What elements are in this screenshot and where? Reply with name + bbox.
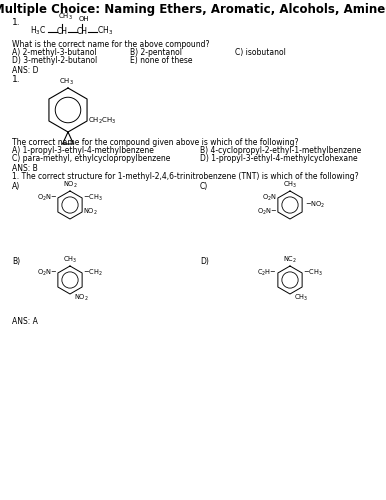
Text: CH: CH <box>57 26 68 36</box>
Text: B) 2-pentanol: B) 2-pentanol <box>130 48 182 57</box>
Text: C): C) <box>200 182 208 191</box>
Text: E) none of these: E) none of these <box>130 56 193 65</box>
Text: D) 3-methyl-2-butanol: D) 3-methyl-2-butanol <box>12 56 97 65</box>
Text: NC$_2$: NC$_2$ <box>283 255 297 265</box>
Text: D): D) <box>200 257 209 266</box>
Text: C) isobutanol: C) isobutanol <box>235 48 286 57</box>
Text: NO$_2$: NO$_2$ <box>74 293 88 303</box>
Text: 1.: 1. <box>12 18 20 27</box>
Text: CH: CH <box>77 26 88 36</box>
Text: 1.: 1. <box>12 75 20 84</box>
Text: O$_2$N$-$: O$_2$N$-$ <box>257 207 277 217</box>
Text: $-$CH$_3$: $-$CH$_3$ <box>83 193 103 203</box>
Text: B): B) <box>12 257 20 266</box>
Text: H$_3$C: H$_3$C <box>30 24 46 38</box>
Text: 1. The correct structure for 1-methyl-2,4,6-trinitrobenzene (TNT) is which of th: 1. The correct structure for 1-methyl-2,… <box>12 172 359 181</box>
Text: ANS: B: ANS: B <box>12 164 38 173</box>
Text: $-$NO$_2$: $-$NO$_2$ <box>305 200 325 210</box>
Text: A) 2-methyl-3-butanol: A) 2-methyl-3-butanol <box>12 48 96 57</box>
Text: CH$_3$: CH$_3$ <box>294 293 308 303</box>
Text: CH$_3$: CH$_3$ <box>97 24 113 38</box>
Text: B) 4-cyclopropyl-2-ethyl-1-methylbenzene: B) 4-cyclopropyl-2-ethyl-1-methylbenzene <box>200 146 361 155</box>
Text: What is the correct name for the above compound?: What is the correct name for the above c… <box>12 40 210 49</box>
Text: NO$_2$: NO$_2$ <box>63 180 77 190</box>
Text: CH$_3$: CH$_3$ <box>283 180 297 190</box>
Text: O$_2$N: O$_2$N <box>262 193 277 203</box>
Text: NO$_2$: NO$_2$ <box>83 207 98 217</box>
Text: The correct name for the compound given above is which of the following?: The correct name for the compound given … <box>12 138 298 147</box>
Text: ANS: D: ANS: D <box>12 66 39 75</box>
Text: Multiple Choice: Naming Ethers, Aromatic, Alcohols, Amines: Multiple Choice: Naming Ethers, Aromatic… <box>0 3 386 16</box>
Text: A): A) <box>12 182 20 191</box>
Text: ANS: A: ANS: A <box>12 317 38 326</box>
Text: C$_2$H$-$: C$_2$H$-$ <box>257 268 277 278</box>
Text: CH$_3$: CH$_3$ <box>58 12 73 22</box>
Text: $-$CH$_2$: $-$CH$_2$ <box>83 268 103 278</box>
Text: C) para-methyl, ethylcyclopropylbenzene: C) para-methyl, ethylcyclopropylbenzene <box>12 154 170 163</box>
Text: A) 1-propyl-3-ethyl-4-methylbenzene: A) 1-propyl-3-ethyl-4-methylbenzene <box>12 146 154 155</box>
Text: OH: OH <box>79 16 90 22</box>
Text: D) 1-propyl-3-ethyl-4-methylcyclohexane: D) 1-propyl-3-ethyl-4-methylcyclohexane <box>200 154 357 163</box>
Text: CH$_3$: CH$_3$ <box>63 255 77 265</box>
Text: O$_2$N$-$: O$_2$N$-$ <box>37 268 57 278</box>
Text: O$_2$N$-$: O$_2$N$-$ <box>37 193 57 203</box>
Text: CH$_3$: CH$_3$ <box>59 77 73 87</box>
Text: $-$CH$_3$: $-$CH$_3$ <box>303 268 323 278</box>
Text: CH$_2$CH$_3$: CH$_2$CH$_3$ <box>88 116 117 126</box>
